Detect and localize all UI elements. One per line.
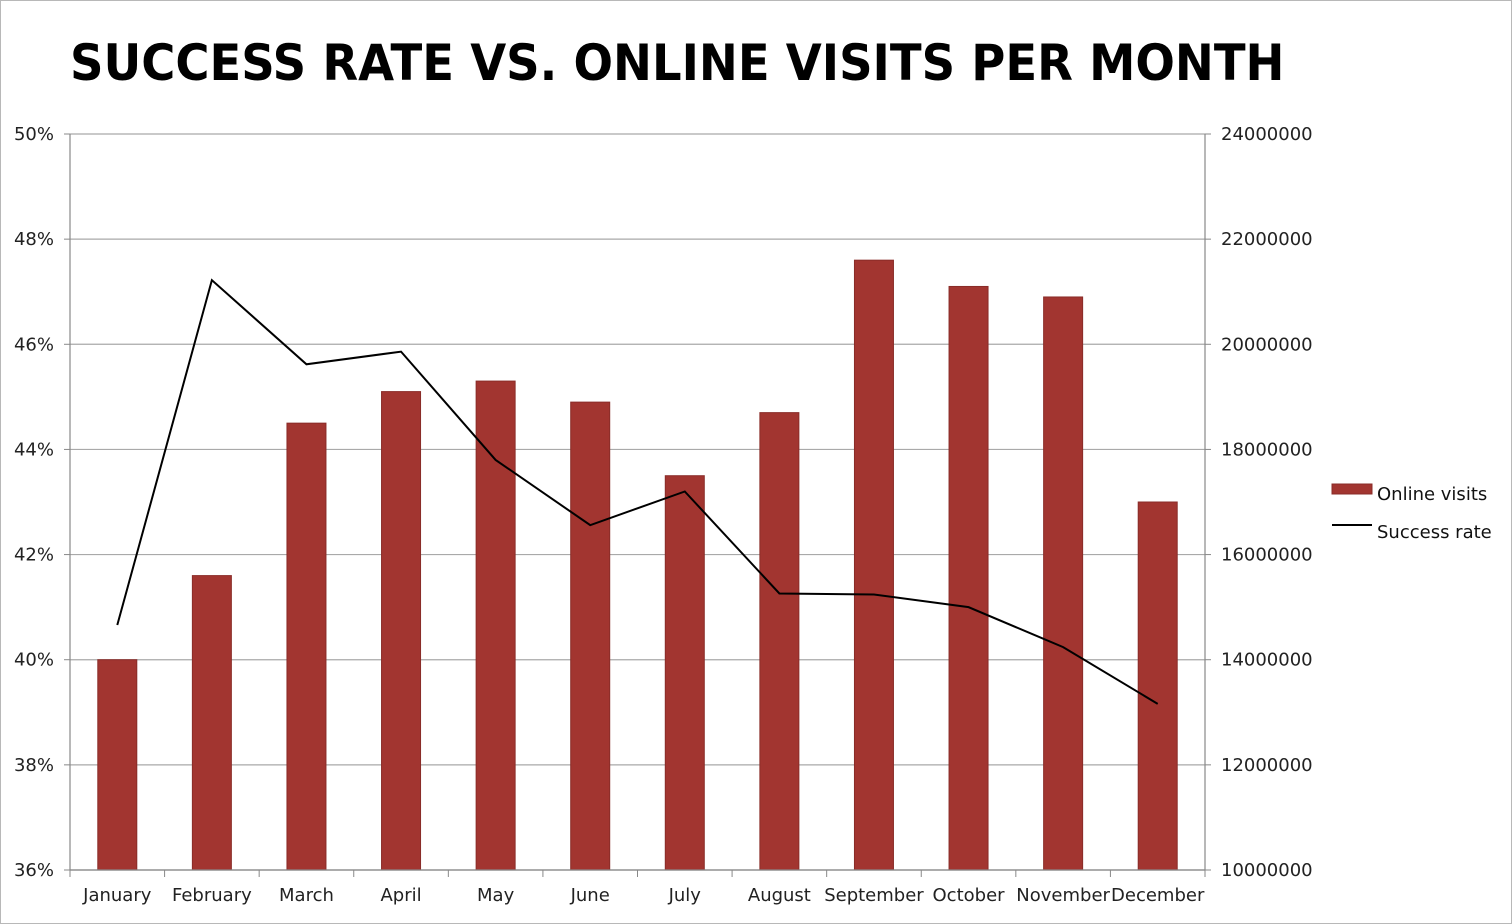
legend-swatch-online-visits	[1331, 483, 1373, 495]
legend-label-online-visits: Online visits	[1377, 484, 1487, 505]
bar-online-visits	[381, 391, 422, 871]
line-series-success-rate	[116, 278, 1159, 705]
y-right-tick-label: 16000000	[1221, 545, 1313, 566]
y-left-tick-label: 48%	[14, 229, 54, 250]
x-tick-label: February	[172, 885, 252, 906]
y-right-tick-label: 22000000	[1221, 229, 1313, 250]
bar-online-visits	[1137, 501, 1178, 871]
x-tick-label: March	[279, 885, 334, 906]
x-tick-label: September	[824, 885, 924, 906]
chart-title: SUCCESS RATE VS. ONLINE VISITS PER MONTH	[70, 34, 1285, 92]
bar-online-visits	[1043, 296, 1084, 871]
y-left-tick-label: 40%	[14, 650, 54, 671]
bar-online-visits	[948, 285, 989, 871]
x-tick-label: April	[380, 885, 421, 906]
bar-online-visits	[664, 475, 705, 871]
y-left-tick-label: 50%	[14, 124, 54, 145]
bar-online-visits	[853, 259, 894, 871]
x-tick-label: January	[82, 885, 152, 906]
gridlines	[70, 133, 1205, 871]
bar-online-visits	[475, 380, 516, 871]
x-tick-label: November	[1016, 885, 1110, 906]
y-right-tick-label: 24000000	[1221, 124, 1313, 145]
x-tick-label: October	[933, 885, 1006, 906]
bar-series-online-visits	[97, 259, 1178, 871]
legend: Online visits Success rate	[1331, 483, 1492, 543]
y-left-tick-label: 42%	[14, 545, 54, 566]
y-right-tick-label: 12000000	[1221, 755, 1313, 776]
bar-online-visits	[97, 659, 138, 871]
y-left-tick-label: 44%	[14, 439, 54, 460]
y-right-tick-label: 14000000	[1221, 650, 1313, 671]
line-success-rate	[116, 278, 1159, 705]
y-right-tick-label: 10000000	[1221, 860, 1313, 881]
bar-online-visits	[570, 401, 611, 871]
x-tick-label: May	[477, 885, 515, 906]
y-left-tick-label: 38%	[14, 755, 54, 776]
legend-label-success-rate: Success rate	[1377, 522, 1492, 543]
y-left-tick-label: 46%	[14, 334, 54, 355]
x-tick-label: December	[1111, 885, 1205, 906]
x-tick-label: August	[748, 885, 811, 906]
y-right-tick-label: 18000000	[1221, 439, 1313, 460]
axes: 36% 10000000 38% 12000000 40% 14000000 42% 1600…	[14, 124, 1313, 906]
bar-online-visits	[191, 575, 232, 871]
x-tick-label: July	[668, 885, 702, 906]
y-right-tick-label: 20000000	[1221, 334, 1313, 355]
y-left-tick-label: 36%	[14, 860, 54, 881]
bar-online-visits	[286, 422, 327, 871]
bar-online-visits	[759, 412, 800, 871]
x-tick-label: June	[570, 885, 610, 906]
